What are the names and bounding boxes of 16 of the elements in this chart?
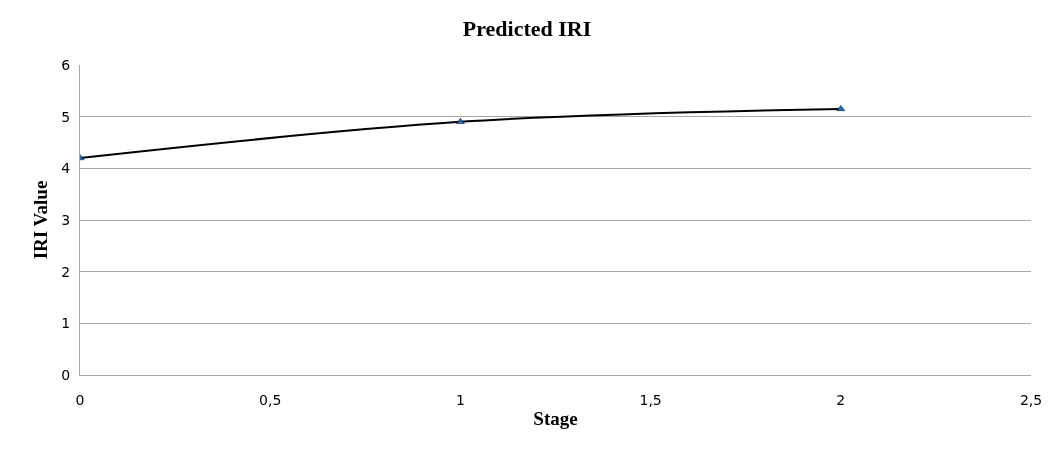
y-axis-title: IRI Value [30,180,52,260]
y-tick-label: 6 [61,56,71,73]
x-tick-label: 2 [836,391,846,408]
x-tick-label: 0,5 [259,391,282,408]
y-tick-label: 2 [61,263,71,280]
x-axis-title: Stage [533,407,578,429]
y-tick-label: 0 [61,366,71,383]
chart-title: Predicted IRI [462,16,592,42]
y-tick-label: 1 [61,315,71,332]
x-tick-label: 0 [75,391,85,408]
x-tick-label: 2,5 [1019,391,1043,408]
x-tick-label: 1,5 [639,391,662,408]
x-tick-label: 1 [455,391,465,408]
y-tick-label: 4 [61,160,71,177]
y-tick-label: 5 [61,108,71,125]
y-tick-label: 3 [61,211,71,228]
